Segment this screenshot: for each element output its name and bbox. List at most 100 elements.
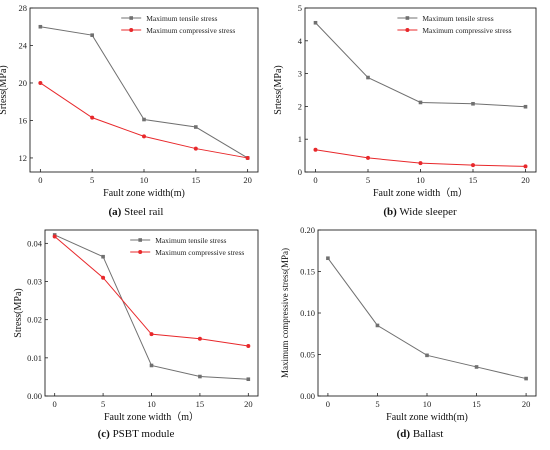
data-point: [366, 155, 370, 160]
data-point: [524, 376, 528, 381]
y-tick-label: 0: [298, 167, 302, 177]
legend-label: Maximum tensile stress: [155, 236, 226, 245]
data-point: [149, 332, 154, 337]
data-point: [90, 33, 94, 37]
data-point: [149, 363, 154, 368]
x-tick-label: 20: [521, 175, 530, 185]
y-tick-label: 0.02: [27, 315, 42, 325]
data-point: [193, 146, 198, 151]
data-point: [471, 101, 475, 106]
caption-text: PSBT module: [110, 428, 175, 440]
data-point: [101, 254, 105, 259]
x-tick-label: 5: [375, 399, 379, 409]
data-point: [142, 134, 146, 139]
y-tick-label: 16: [19, 115, 28, 125]
legend: Maximum tensile stress Maximum compressiv…: [121, 14, 235, 35]
legend-label: Maximum tensile stress: [422, 14, 493, 23]
y-tick-label: 0.04: [27, 238, 43, 248]
x-tick-label: 20: [244, 399, 253, 409]
y-tick-label: 0.20: [300, 225, 315, 235]
series-line-1: [327, 257, 527, 380]
plot-frame: [317, 229, 537, 397]
caption-letter: (a): [109, 206, 122, 218]
y-tick-label: 4: [298, 36, 303, 46]
legend-swatch-marker: [405, 16, 410, 20]
legend: Maximum tensile stress Maximum compressiv…: [397, 14, 512, 35]
data-point: [313, 147, 318, 152]
x-tick-label: 0: [53, 399, 57, 409]
data-point: [246, 377, 251, 382]
y-tick-label: 0.03: [27, 277, 42, 287]
x-tick-label: 20: [243, 175, 252, 185]
data-point: [425, 353, 429, 358]
x-tick-label: 5: [366, 175, 370, 185]
y-tick-label: 0.05: [300, 350, 315, 360]
y-tick-label: 1: [298, 134, 302, 144]
y-axis-title: Srtess(MPa): [0, 65, 9, 114]
data-point: [245, 155, 250, 160]
y-axis-title: Stress(MPa): [13, 288, 24, 337]
y-tick-label: 28: [19, 3, 28, 13]
data-point: [38, 80, 43, 85]
x-tick-label: 0: [38, 175, 42, 185]
legend-swatch-marker: [138, 238, 142, 242]
y-axis-title: Srtess(MPa): [273, 65, 284, 114]
x-tick-label: 0: [313, 175, 317, 185]
y-tick-label: 12: [19, 153, 28, 163]
data-point: [246, 344, 251, 349]
panel-caption: (c) PSBT module: [98, 428, 175, 440]
x-tick-label: 5: [101, 399, 105, 409]
x-axis-title: Fault zone width(m): [386, 412, 468, 423]
x-tick-label: 5: [90, 175, 94, 185]
data-point: [197, 336, 202, 341]
x-tick-label: 10: [423, 399, 432, 409]
x-tick-label: 0: [326, 399, 330, 409]
data-point: [418, 100, 423, 105]
caption-letter: (c): [98, 428, 111, 440]
caption-text: Wide sleeper: [397, 206, 457, 218]
data-point: [474, 365, 479, 369]
y-tick-label: 5: [298, 3, 302, 13]
data-point: [198, 374, 202, 379]
x-tick-label: 10: [140, 175, 149, 185]
y-tick-label: 0.00: [27, 391, 42, 401]
x-tick-label: 15: [472, 399, 481, 409]
series-line-1: [315, 22, 526, 108]
y-tick-label: 20: [19, 78, 28, 88]
x-axis-title: Fault zone width（m）: [104, 411, 199, 423]
data-point: [326, 256, 330, 261]
x-tick-label: 15: [192, 175, 201, 185]
data-point: [142, 117, 146, 122]
x-tick-label: 10: [416, 175, 425, 185]
y-tick-label: 24: [19, 40, 28, 50]
data-point: [366, 75, 370, 80]
data-point: [523, 164, 528, 169]
chart-panel-4: 0 5 10 15 20 0.00 0.05 0.10 0.15 0.20 Fault zone w…: [280, 225, 537, 440]
legend-swatch-marker: [129, 16, 133, 20]
caption-text: Ballast: [410, 428, 443, 440]
y-tick-label: 2: [298, 101, 302, 111]
x-tick-label: 15: [469, 175, 478, 185]
data-point: [375, 323, 380, 328]
legend-label: Maximum compressive stress: [422, 26, 511, 35]
y-tick-label: 0.15: [300, 267, 315, 277]
chart-panel-1: 0 5 10 15 20 12 16 20 24 28 Fault zone width(m) Srt…: [0, 3, 259, 218]
caption-text: Steel rail: [121, 206, 163, 218]
y-tick-label: 3: [298, 69, 302, 79]
x-axis-title: Fault zone width(m): [103, 188, 185, 199]
legend: Maximum tensile stress Maximum compressiv…: [130, 236, 244, 257]
legend-swatch-marker: [405, 28, 410, 32]
legend-label: Maximum compressive stress: [155, 248, 244, 257]
panel-caption: (b) Wide sleeper: [383, 206, 457, 218]
legend-label: Maximum tensile stress: [146, 14, 217, 23]
legend-swatch-marker: [129, 28, 134, 32]
legend-swatch-marker: [138, 250, 143, 254]
x-axis-title: Fault zone width（m）: [373, 187, 468, 199]
data-point: [471, 163, 475, 168]
chart-panel-3: 0 5 10 15 20 0.00 0.01 0.02 0.03 0.04 Fault zone w…: [13, 229, 259, 440]
y-tick-label: 0.10: [300, 308, 315, 318]
y-axis-title: Maximum compressive stress(MPa): [280, 248, 290, 378]
data-point: [90, 115, 95, 120]
